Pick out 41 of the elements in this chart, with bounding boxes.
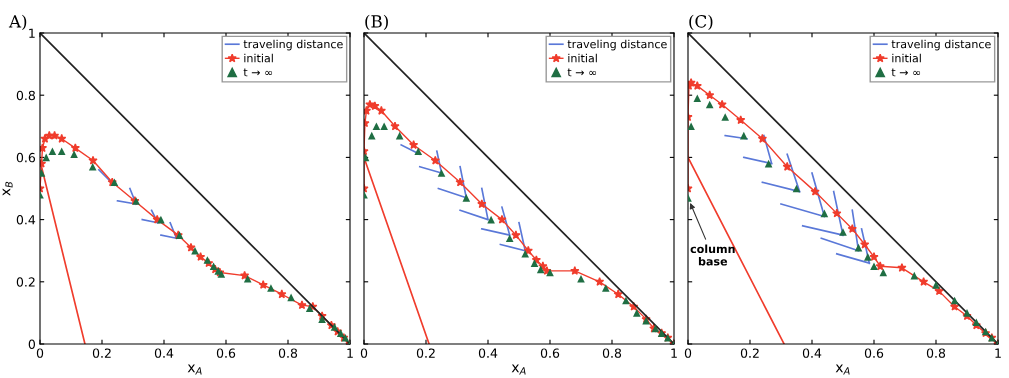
legend-label: traveling distance <box>891 39 991 51</box>
x-tick-label: 1 <box>671 348 677 358</box>
x-tick-label: 0.4 <box>478 348 498 358</box>
x-tick-label: 0.4 <box>802 348 822 358</box>
x-axis-title: x$_{A}$ <box>187 364 202 375</box>
y-axis-title: x$_{B}$ <box>2 181 13 196</box>
x-tick-label: 0 <box>36 348 44 358</box>
y-tick-label: 0.6 <box>16 152 36 163</box>
annotation: column base <box>690 244 735 266</box>
legend-label: t → ∞ <box>891 68 921 77</box>
x-tick-label: 1 <box>347 348 353 358</box>
x-tick-label: 0.2 <box>92 348 111 358</box>
x-tick-label: 0.6 <box>216 348 236 358</box>
x-tick-label: 0 <box>684 348 692 358</box>
legend-label: t → ∞ <box>567 68 597 77</box>
x-tick-label: 0.2 <box>416 348 435 358</box>
x-axis-title: x$_{A}$ <box>511 364 526 375</box>
x-tick-label: 0.2 <box>740 348 759 358</box>
y-tick-label: 0.8 <box>16 90 35 101</box>
chart-title: (B) <box>365 14 388 31</box>
chart-title: A) <box>8 14 27 31</box>
x-tick-label: 0.8 <box>278 348 298 358</box>
x-axis-title: x$_{A}$ <box>835 364 850 375</box>
y-tick-label: 0.2 <box>16 277 35 287</box>
x-tick-label: 1 <box>995 348 1001 358</box>
legend-label: traveling distance <box>243 39 343 51</box>
y-tick-label: 0.4 <box>16 215 36 225</box>
x-tick-label: 0.8 <box>926 348 946 358</box>
y-tick-label: 1 <box>29 28 35 38</box>
legend-label: initial <box>892 53 921 63</box>
x-tick-label: 0 <box>360 348 368 358</box>
x-tick-label: 0.6 <box>864 348 884 358</box>
legend-label: initial <box>568 53 597 63</box>
x-tick-label: 0.8 <box>602 348 622 358</box>
x-tick-label: 0.4 <box>154 348 174 358</box>
legend-label: traveling distance <box>567 39 667 51</box>
legend-label: initial <box>244 53 273 63</box>
chart-title: (C) <box>689 14 713 31</box>
legend-label: t → ∞ <box>243 68 273 77</box>
y-tick-label: 0 <box>28 339 35 349</box>
x-tick-label: 0.6 <box>540 348 560 358</box>
